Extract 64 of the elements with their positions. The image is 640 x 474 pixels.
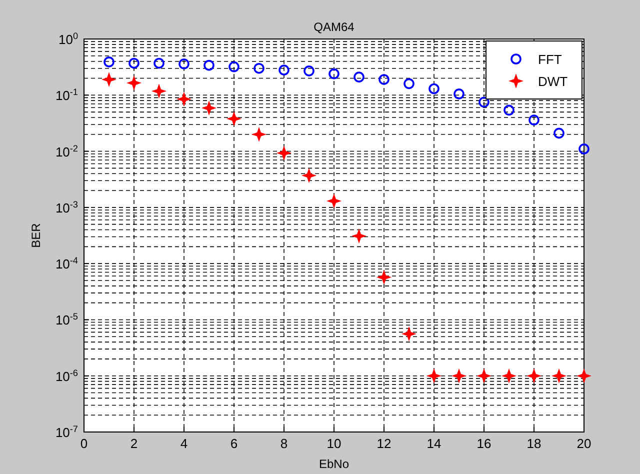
y-tick-label: 10$^{-7}$ — [55, 424, 78, 440]
point — [254, 62, 264, 74]
point — [454, 88, 464, 100]
y-tick-label: 10$^{-6}$ — [55, 368, 78, 384]
y-tick-label: 10$^{-3}$ — [55, 199, 78, 216]
point — [554, 128, 564, 139]
point — [228, 61, 240, 72]
point — [304, 66, 314, 76]
point — [152, 84, 166, 98]
x-tick-label: 2 — [130, 436, 138, 451]
x-tick-label: 6 — [230, 436, 238, 451]
point — [452, 369, 466, 382]
point — [178, 58, 190, 70]
point — [102, 72, 116, 86]
point — [428, 83, 440, 94]
y-tick-label: 10$^{-5}$ — [55, 312, 78, 328]
point — [428, 369, 440, 382]
y-tick-label: 10$^{-1}$ — [55, 87, 78, 104]
point — [578, 144, 590, 154]
y-tick-label: 10$^{-4}$ — [55, 256, 78, 272]
x-tick-label: 16 — [476, 436, 492, 451]
point — [402, 327, 416, 340]
chart-title: QAM64 — [314, 20, 355, 34]
x-axis-title: EbNo — [318, 457, 350, 471]
point — [228, 112, 240, 126]
point — [202, 102, 216, 115]
point — [328, 68, 340, 80]
point — [352, 229, 366, 242]
point — [204, 60, 214, 71]
y-tick-label: 10$^{0}$ — [58, 31, 78, 47]
point — [502, 369, 516, 382]
point — [178, 92, 190, 106]
point — [302, 169, 316, 182]
y-axis-title: BER — [29, 222, 43, 248]
point — [278, 146, 290, 160]
x-tick-label: 18 — [526, 436, 542, 451]
point — [328, 194, 340, 208]
x-tick-label: 14 — [426, 436, 442, 451]
point — [404, 78, 414, 90]
legend-label: DWT — [538, 74, 568, 89]
x-tick-label: 0 — [80, 436, 88, 451]
y-tick-label: 10$^{-2}$ — [55, 143, 78, 160]
legend-label: FFT — [538, 52, 562, 67]
point — [252, 128, 266, 141]
point — [128, 76, 140, 90]
point — [578, 369, 590, 382]
x-tick-label: 12 — [376, 436, 392, 451]
point — [354, 72, 364, 82]
point — [154, 58, 164, 69]
point — [478, 369, 490, 382]
point — [128, 58, 140, 69]
point — [104, 56, 114, 68]
point — [378, 74, 390, 85]
point — [504, 104, 514, 116]
x-tick-label: 10 — [326, 436, 342, 451]
x-tick-label: 8 — [280, 436, 288, 451]
point — [528, 369, 540, 382]
point — [528, 114, 540, 126]
point — [552, 369, 566, 382]
point — [378, 270, 390, 284]
x-tick-label: 20 — [576, 436, 592, 451]
point — [478, 96, 490, 108]
x-tick-label: 4 — [180, 436, 188, 451]
point — [278, 64, 290, 76]
